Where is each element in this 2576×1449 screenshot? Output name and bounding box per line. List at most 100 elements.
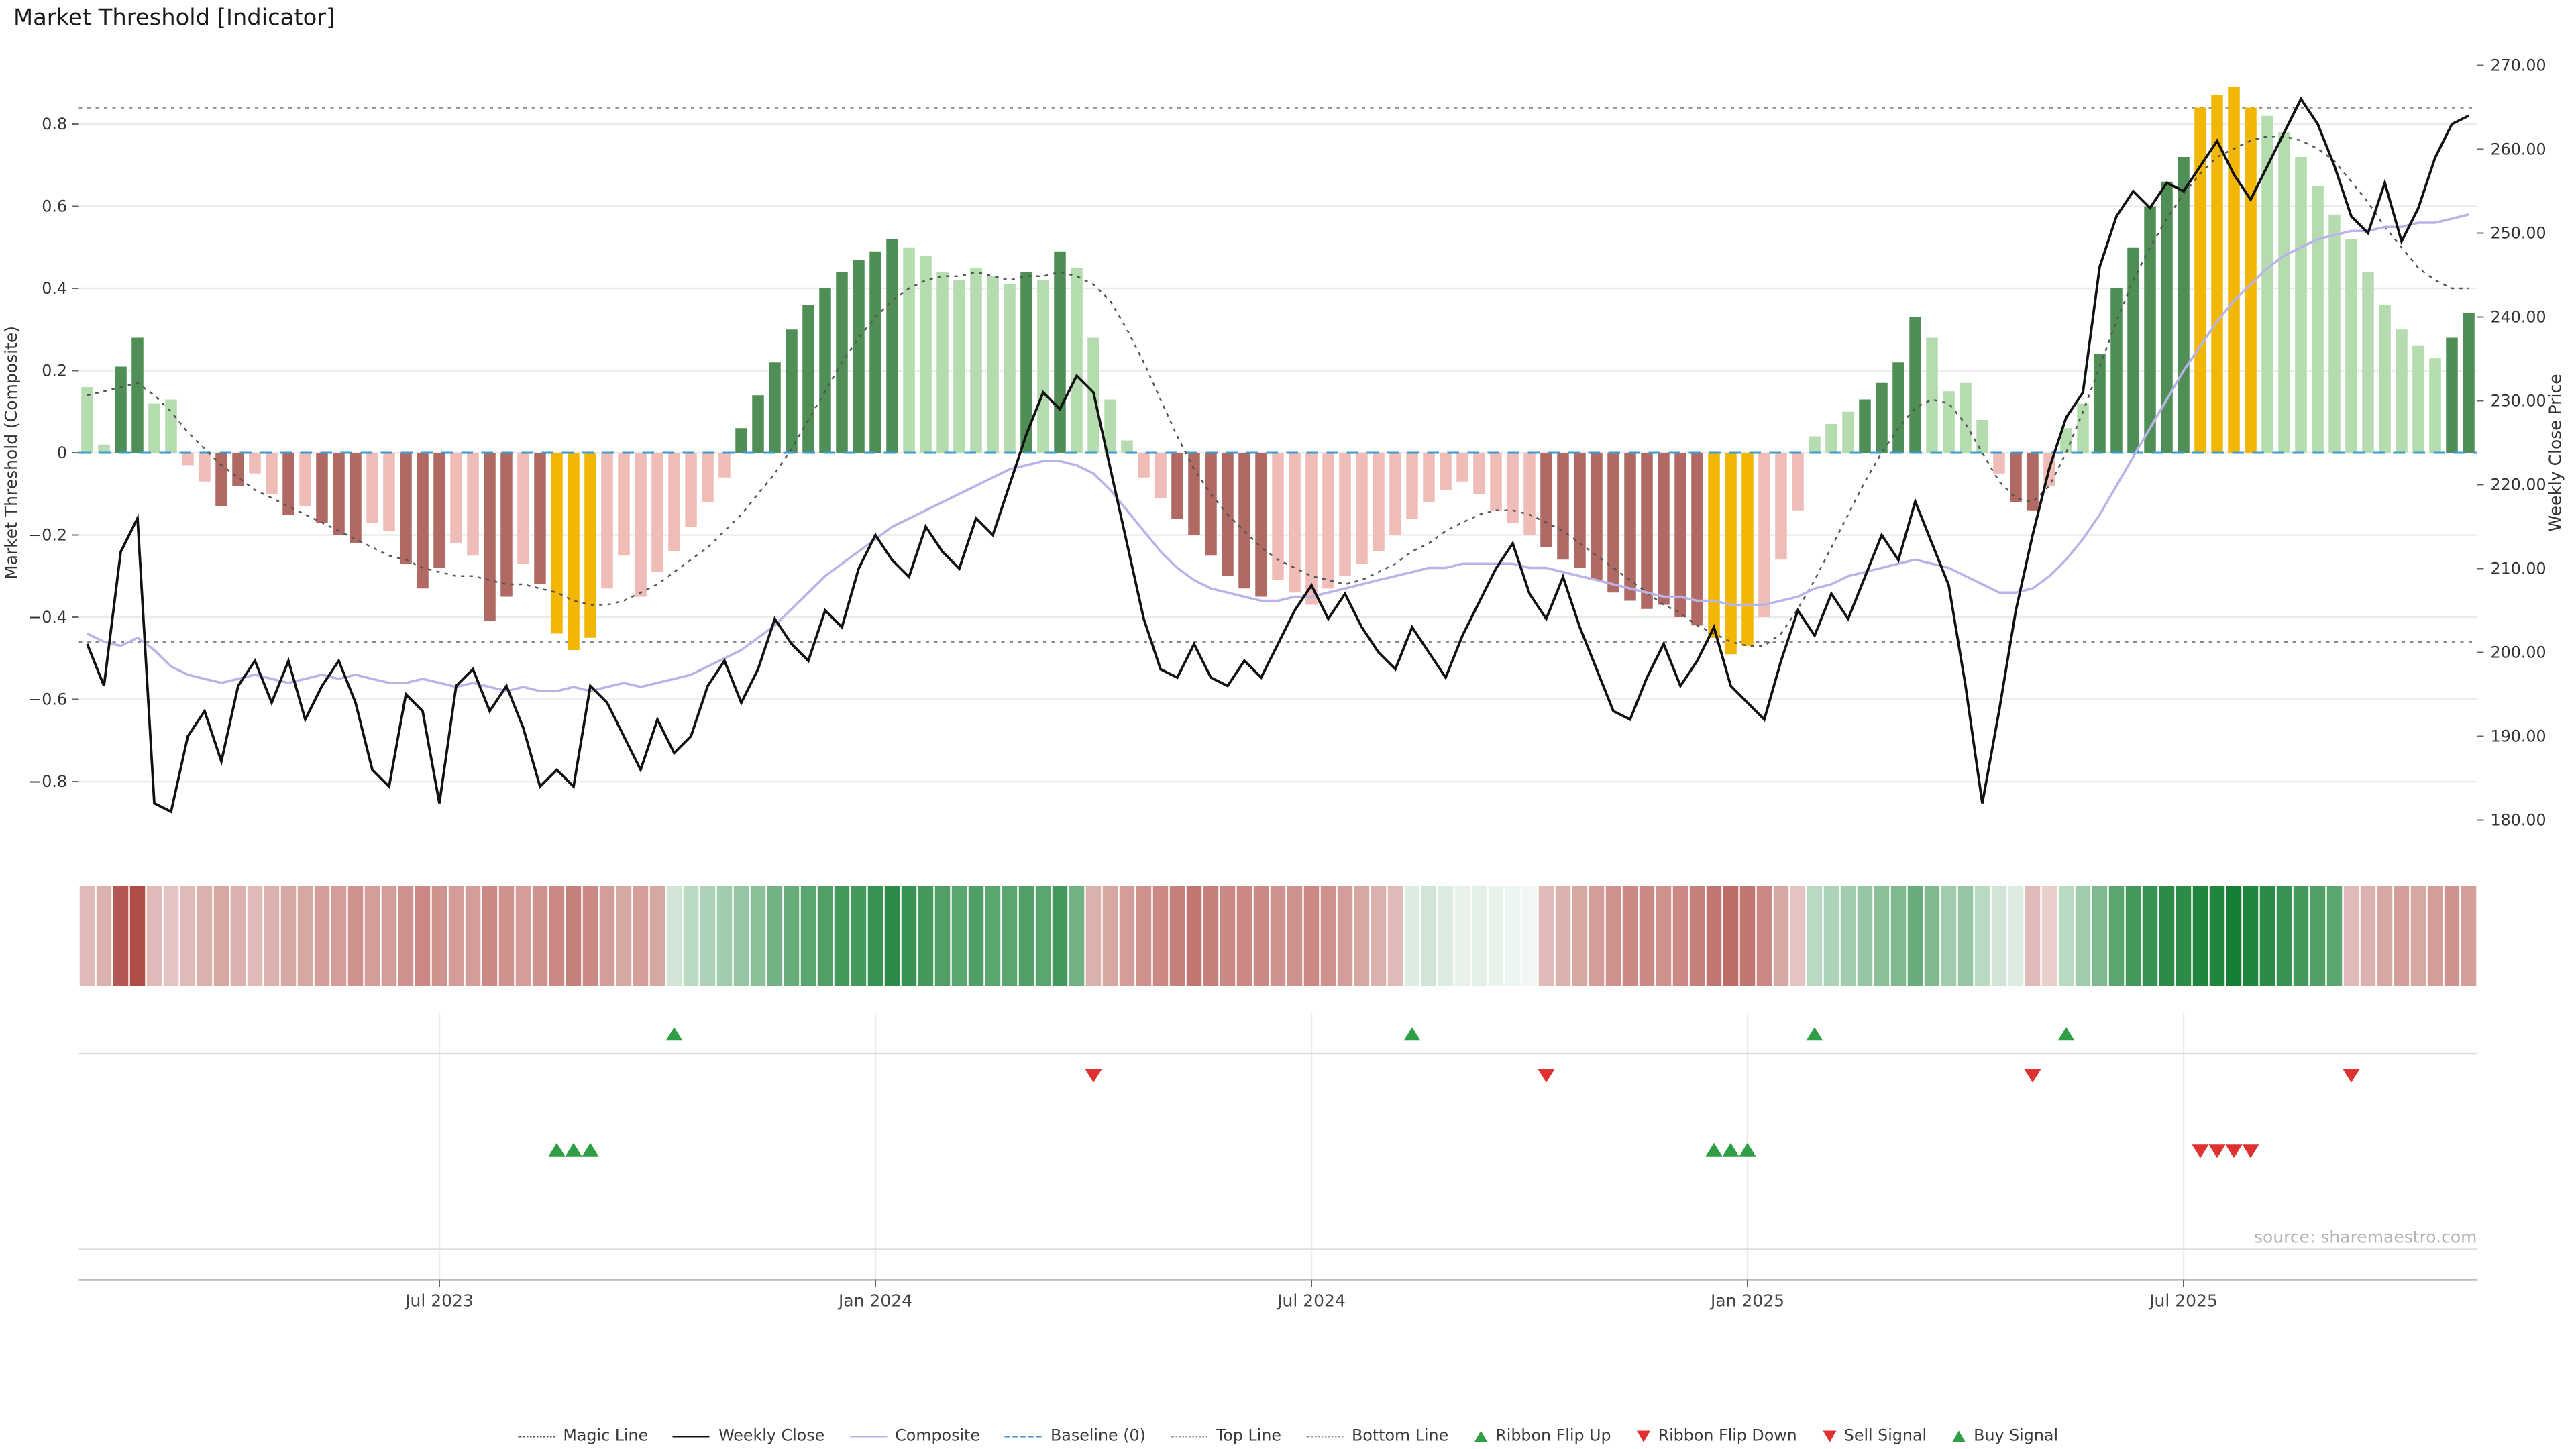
bar xyxy=(1926,337,1938,453)
x-tick-label: Jan 2024 xyxy=(837,1291,912,1311)
heatmap-cell xyxy=(1169,885,1185,986)
heatmap-cell xyxy=(1203,885,1219,986)
bar xyxy=(1825,424,1837,453)
bar xyxy=(702,453,714,502)
heatmap-cell xyxy=(884,885,900,986)
bar xyxy=(350,453,362,543)
heatmap-cell xyxy=(834,885,850,986)
bar xyxy=(2396,329,2408,453)
bar xyxy=(886,239,898,453)
heatmap-cell xyxy=(2159,885,2175,986)
bar xyxy=(1020,272,1032,453)
left-axis-title: Market Threshold (Composite) xyxy=(1,326,21,580)
solid-black-icon xyxy=(673,1436,710,1438)
x-tick-label: Jul 2023 xyxy=(404,1291,474,1311)
bar xyxy=(1641,453,1653,609)
heatmap-cell xyxy=(1152,885,1169,986)
heatmap-cell xyxy=(817,885,833,986)
heatmap-cell xyxy=(1085,885,1102,986)
heatmap-cell xyxy=(129,885,146,986)
bar xyxy=(1775,453,1787,560)
heatmap-cell xyxy=(2008,885,2024,986)
legend-item: Weekly Close xyxy=(673,1428,824,1446)
heatmap-cell xyxy=(934,885,951,986)
heatmap-cell xyxy=(2461,885,2477,986)
heatmap-cell xyxy=(2293,885,2309,986)
bar xyxy=(953,280,965,453)
bar xyxy=(903,247,915,453)
heatmap-cell xyxy=(1354,885,1370,986)
legend: Magic Line Weekly Close Composite Baseline … xyxy=(0,1428,2576,1446)
legend-item: Ribbon Flip Down xyxy=(1636,1428,1797,1446)
heatmap-cell xyxy=(1639,885,1655,986)
heatmap-cell xyxy=(1387,885,1403,986)
bar xyxy=(2127,247,2139,453)
heatmap-cell xyxy=(1773,885,1789,986)
dotted-dark-icon xyxy=(517,1436,555,1438)
bar xyxy=(2362,272,2374,453)
heatmap-cell xyxy=(1069,885,1085,986)
legend-item: Composite xyxy=(849,1428,980,1446)
bar xyxy=(484,453,496,621)
left-tick-label: 0.4 xyxy=(42,279,67,298)
bar xyxy=(1004,284,1016,453)
bar xyxy=(299,453,311,506)
sell-signal-marker xyxy=(2208,1144,2226,1159)
bar xyxy=(98,444,110,453)
bar xyxy=(1188,453,1200,535)
ribbon-flip-up-marker xyxy=(1806,1027,1823,1041)
heatmap-cell xyxy=(1790,885,1806,986)
bar xyxy=(987,276,999,453)
heatmap-cell xyxy=(331,885,347,986)
heatmap-cell xyxy=(515,885,531,986)
heatmap-cell xyxy=(213,885,229,986)
x-tick-label: Jan 2025 xyxy=(1709,1291,1784,1311)
heatmap-cell xyxy=(733,885,749,986)
bar xyxy=(366,453,378,523)
heatmap-cell xyxy=(649,885,665,986)
right-tick-label: 230.00 xyxy=(2491,392,2546,411)
heatmap-cell xyxy=(2025,885,2041,986)
heatmap-cell xyxy=(197,885,213,986)
heatmap-cell xyxy=(2226,885,2242,986)
heatmap-cell xyxy=(2360,885,2376,986)
heatmap-cell xyxy=(1236,885,1252,986)
heatmap-cell xyxy=(2192,885,2208,986)
x-tick-label: Jul 2025 xyxy=(2148,1291,2218,1311)
heatmap-cell xyxy=(280,885,297,986)
bar xyxy=(718,453,731,478)
heatmap-cell xyxy=(1119,885,1135,986)
left-tick-label: −0.8 xyxy=(28,772,67,791)
heatmap-cell xyxy=(2343,885,2359,986)
heatmap-cell xyxy=(1337,885,1353,986)
heatmap-cell xyxy=(2444,885,2460,986)
bar xyxy=(1389,453,1401,535)
heatmap-cell xyxy=(498,885,515,986)
heatmap-cell xyxy=(700,885,716,986)
heatmap-cell xyxy=(297,885,313,986)
buy-signal-marker xyxy=(1722,1142,1739,1157)
heatmap-cell xyxy=(1488,885,1504,986)
heatmap-cell xyxy=(1454,885,1470,986)
bar xyxy=(920,256,932,453)
bar xyxy=(2077,403,2089,453)
bar xyxy=(232,453,244,486)
heatmap-cell xyxy=(1102,885,1118,986)
heatmap-cell xyxy=(1605,885,1621,986)
legend-item: Top Line xyxy=(1171,1428,1281,1446)
bar xyxy=(2278,132,2290,453)
heatmap-cell xyxy=(716,885,733,986)
heatmap-cell xyxy=(347,885,364,986)
heatmap-cell xyxy=(1807,885,1823,986)
heatmap-cell xyxy=(532,885,548,986)
heatmap-cell xyxy=(901,885,917,986)
bar xyxy=(383,453,395,531)
heatmap-cell xyxy=(180,885,196,986)
bar xyxy=(651,453,663,572)
bar xyxy=(500,453,513,597)
heatmap-cell xyxy=(750,885,766,986)
bar xyxy=(769,362,781,453)
legend-item: Baseline (0) xyxy=(1005,1428,1146,1446)
heatmap-cell xyxy=(1404,885,1420,986)
bar xyxy=(1943,391,1955,453)
